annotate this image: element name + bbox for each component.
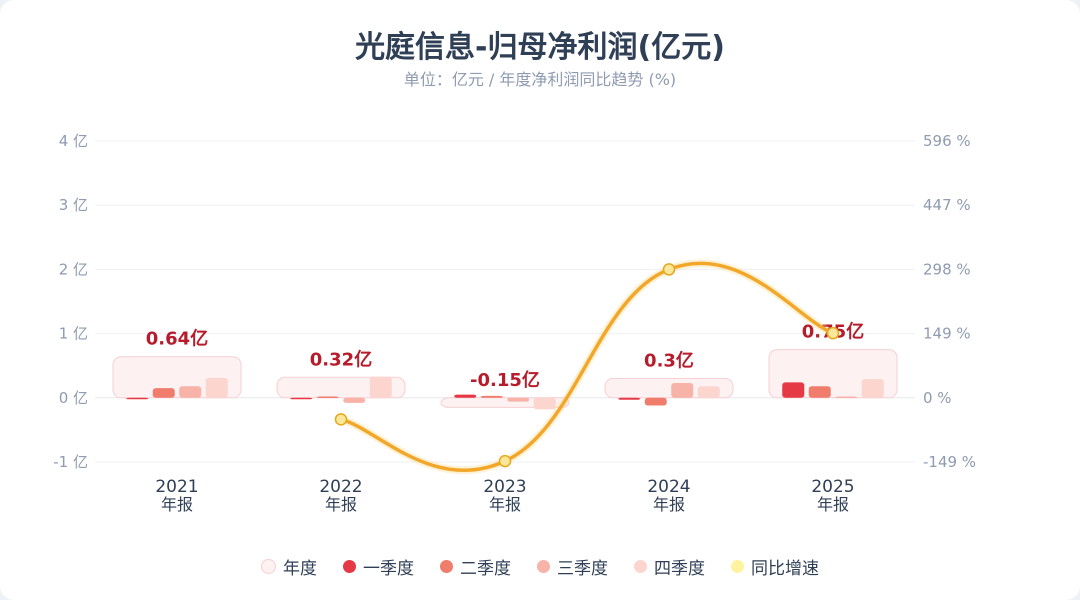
quarter-bar-q1 xyxy=(290,397,313,400)
quarter-bar-q1 xyxy=(782,382,805,398)
quarter-bar-q3 xyxy=(343,397,366,403)
left-tick-label: 2 亿 xyxy=(59,260,88,278)
legend-swatch-q3 xyxy=(537,560,550,573)
legend-item-q2[interactable]: 二季度 xyxy=(440,554,511,579)
quarter-bar-q4 xyxy=(697,386,720,398)
yoy-point xyxy=(498,454,512,468)
legend-label-q3: 三季度 xyxy=(557,559,608,579)
right-tick-label: 0 % xyxy=(923,389,952,407)
right-tick-label: 447 % xyxy=(923,196,971,214)
legend-swatch-q2 xyxy=(440,560,453,573)
yoy-point xyxy=(334,413,348,426)
quarter-bar-q1 xyxy=(618,397,641,400)
chart-title: 光庭信息-归母净利润(亿元) xyxy=(355,30,725,65)
right-tick-label: 596 % xyxy=(923,132,971,150)
left-tick-label: -1 亿 xyxy=(53,453,88,471)
annual-value-label: 0.32亿 xyxy=(310,348,372,370)
legend-swatch-q1 xyxy=(343,560,356,573)
category-year-label: 2023 xyxy=(483,477,526,497)
quarter-bar-q4 xyxy=(533,397,556,410)
category-year-label: 2024 xyxy=(647,477,690,497)
legend-label-yoy: 同比增速 xyxy=(751,559,819,579)
category-period-label: 年报 xyxy=(653,495,685,514)
annual-value-label: -0.15亿 xyxy=(470,369,540,391)
legend-item-q1[interactable]: 一季度 xyxy=(343,554,414,579)
quarter-bar-q2 xyxy=(644,397,667,406)
right-tick-label: 149 % xyxy=(923,325,971,343)
yoy-point xyxy=(662,263,676,276)
quarter-bar-q3 xyxy=(507,397,530,402)
right-tick-label: -149 % xyxy=(923,453,976,471)
left-tick-label: 0 亿 xyxy=(59,389,88,407)
legend-item-q3[interactable]: 三季度 xyxy=(537,554,608,579)
quarter-bar-q2 xyxy=(152,388,175,398)
quarter-bar-q4 xyxy=(369,376,392,398)
category-period-label: 年报 xyxy=(489,495,521,514)
category-period-label: 年报 xyxy=(817,495,849,514)
yoy-point xyxy=(826,326,840,340)
category-year-label: 2021 xyxy=(155,477,198,497)
category-year-label: 2025 xyxy=(811,477,854,497)
legend: 年度 一季度 二季度 三季度 四季度 同比增速 xyxy=(0,554,1080,579)
quarter-bar-q3 xyxy=(835,396,858,399)
legend-swatch-annual xyxy=(261,559,276,574)
category-year-label: 2022 xyxy=(319,477,362,497)
left-tick-label: 3 亿 xyxy=(59,196,88,214)
quarter-bar-q4 xyxy=(861,379,884,398)
quarter-bar-q1 xyxy=(454,394,477,398)
quarter-bar-q2 xyxy=(316,396,339,399)
legend-label-annual: 年度 xyxy=(283,559,317,579)
right-tick-label: 298 % xyxy=(923,260,971,278)
legend-swatch-q4 xyxy=(634,560,647,573)
category-period-label: 年报 xyxy=(325,495,357,514)
quarter-bar-q1 xyxy=(126,397,149,400)
legend-item-yoy[interactable]: 同比增速 xyxy=(731,554,819,579)
legend-label-q2: 二季度 xyxy=(460,559,511,579)
quarter-bar-q3 xyxy=(179,386,202,398)
legend-label-q1: 一季度 xyxy=(363,559,414,579)
left-tick-label: 1 亿 xyxy=(59,325,88,343)
category-period-label: 年报 xyxy=(161,495,193,514)
legend-swatch-yoy xyxy=(731,560,744,573)
legend-item-annual[interactable]: 年度 xyxy=(261,554,317,579)
annual-value-label: 0.64亿 xyxy=(146,328,208,350)
annual-value-label: 0.3亿 xyxy=(644,350,694,372)
chart-subtitle: 单位：亿元 / 年度净利润同比趋势 (%) xyxy=(403,70,677,89)
yoy-line xyxy=(339,261,835,473)
quarter-bar-q4 xyxy=(205,377,228,398)
quarter-bar-q2 xyxy=(480,395,503,398)
left-tick-label: 4 亿 xyxy=(59,132,88,150)
quarter-bar-q3 xyxy=(671,383,694,398)
legend-item-q4[interactable]: 四季度 xyxy=(634,554,705,579)
legend-label-q4: 四季度 xyxy=(654,559,705,579)
quarter-bar-q2 xyxy=(808,386,831,398)
